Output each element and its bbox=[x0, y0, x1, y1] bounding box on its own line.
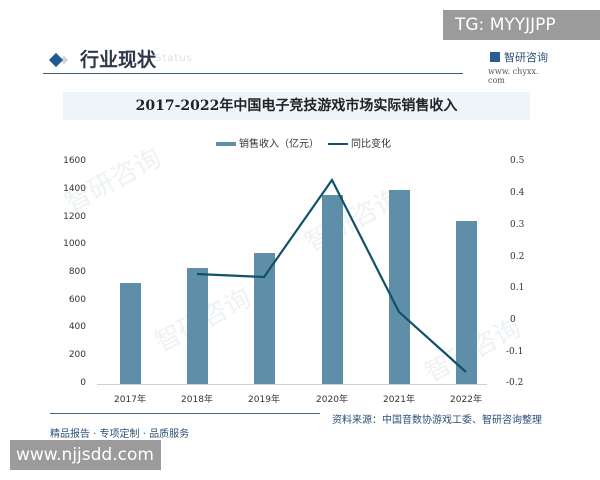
footer-tagline: 精品报告 · 专项定制 · 品质服务 bbox=[50, 429, 190, 440]
x-tick: 2020年 bbox=[316, 395, 348, 405]
x-tick: 2022年 bbox=[450, 395, 482, 405]
y-tick-left: 600 bbox=[68, 295, 86, 305]
y-tick-right: 0.4 bbox=[510, 188, 525, 198]
bottom-overlay-badge: www.njjsdd.com bbox=[10, 440, 161, 470]
chart-title-band: 2017-2022年中国电子竞技游戏市场实际销售收入 bbox=[63, 92, 530, 120]
y-tick-left: 1400 bbox=[63, 184, 86, 194]
legend-item-yoy: 同比变化 bbox=[328, 135, 391, 150]
brand-url: www. chyxx. com bbox=[488, 67, 539, 85]
line-swatch-icon bbox=[328, 143, 348, 145]
y-tick-left: 1600 bbox=[63, 156, 86, 166]
section-title: 行业现状 bbox=[80, 49, 157, 71]
y-tick-right: 0.5 bbox=[510, 156, 525, 166]
y-tick-right: -0.1 bbox=[506, 347, 524, 357]
y-tick-right: 0.2 bbox=[510, 252, 525, 262]
x-tick: 2017年 bbox=[114, 395, 146, 405]
y-tick-left: 200 bbox=[68, 350, 86, 360]
x-tick: 2019年 bbox=[248, 395, 280, 405]
bar-2021 bbox=[389, 190, 410, 384]
bar-2017 bbox=[120, 283, 141, 384]
y-tick-left: 1000 bbox=[63, 239, 86, 249]
y-tick-left: 800 bbox=[68, 267, 86, 277]
legend-item-revenue: 销售收入（亿元） bbox=[216, 135, 319, 150]
legend-label: 销售收入（亿元） bbox=[239, 139, 319, 150]
section-header: 行业现状 Status 智研咨询 www. chyxx. com bbox=[43, 43, 553, 88]
x-axis-line bbox=[97, 384, 487, 385]
footer-divider bbox=[50, 413, 320, 414]
data-source: 资料来源：中国音数协游戏工委、智研咨询整理 bbox=[332, 415, 542, 426]
bar-2022 bbox=[456, 221, 477, 384]
y-tick-left: 400 bbox=[68, 322, 86, 332]
brand-logo-icon bbox=[490, 52, 500, 62]
legend-label: 同比变化 bbox=[351, 139, 391, 150]
bar-2019 bbox=[254, 253, 275, 384]
x-tick: 2018年 bbox=[181, 395, 213, 405]
section-subtitle: Status bbox=[155, 53, 193, 64]
y-tick-right: 0.3 bbox=[510, 220, 525, 230]
y-tick-left: 0 bbox=[80, 378, 86, 388]
y-tick-right: 0 bbox=[510, 315, 516, 325]
y-tick-right: 0.1 bbox=[510, 283, 525, 293]
chart-title: 2017-2022年中国电子竞技游戏市场实际销售收入 bbox=[135, 98, 458, 114]
x-tick: 2021年 bbox=[383, 395, 415, 405]
bar-swatch-icon bbox=[216, 142, 236, 146]
brand: 智研咨询 bbox=[490, 49, 548, 65]
brand-name: 智研咨询 bbox=[504, 51, 548, 64]
bar-2018 bbox=[187, 268, 208, 384]
header-divider bbox=[43, 73, 463, 74]
y-tick-left: 1200 bbox=[63, 212, 86, 222]
bar-2020 bbox=[322, 195, 343, 384]
y-tick-right: -0.2 bbox=[506, 378, 524, 388]
top-overlay-badge: TG: MYYJJPP bbox=[443, 10, 600, 40]
